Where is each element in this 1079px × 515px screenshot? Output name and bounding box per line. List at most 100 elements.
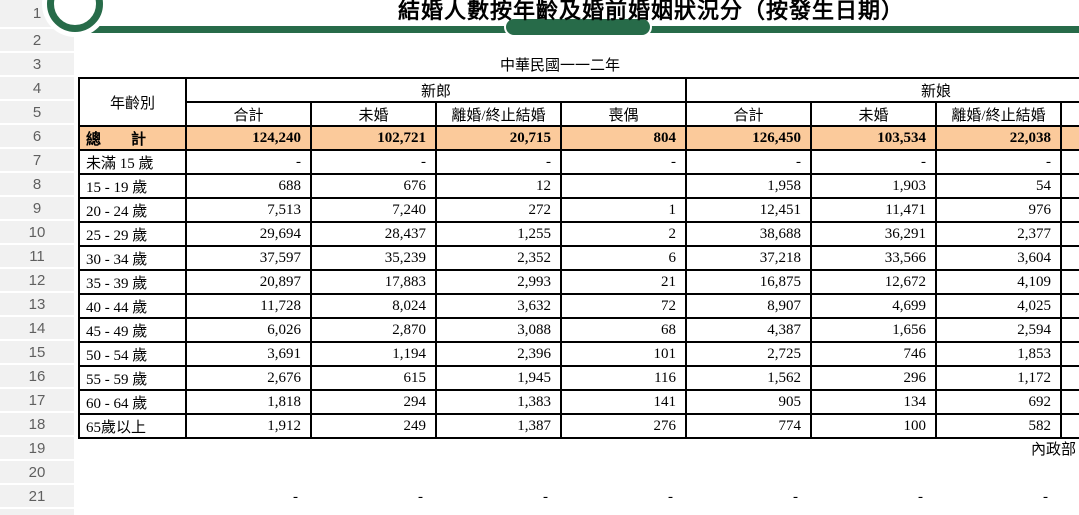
bride-unmarried-header[interactable]: 未婚 xyxy=(810,101,938,127)
value-cell[interactable]: 1,656 xyxy=(810,317,938,343)
value-cell[interactable]: 4,387 xyxy=(685,317,813,343)
value-cell[interactable]: 16,875 xyxy=(685,269,813,295)
value-cell[interactable]: 2,870 xyxy=(310,317,437,343)
row-number[interactable]: 18 xyxy=(0,413,74,437)
value-cell[interactable]: 8,907 xyxy=(685,293,813,319)
age-label-cell[interactable]: 40 - 44 歲 xyxy=(78,293,187,319)
value-cell[interactable]: 2,993 xyxy=(435,269,562,295)
value-cell[interactable]: 3,604 xyxy=(935,245,1063,271)
cutoff-cell[interactable] xyxy=(1060,149,1079,175)
value-cell[interactable]: 37,218 xyxy=(685,245,813,271)
value-cell[interactable]: 100 xyxy=(810,413,938,439)
value-cell[interactable]: 2,352 xyxy=(435,245,562,271)
value-cell[interactable]: 2,396 xyxy=(435,341,562,367)
value-cell[interactable]: 12,672 xyxy=(810,269,938,295)
age-label-cell[interactable]: 60 - 64 歲 xyxy=(78,389,187,415)
value-cell[interactable]: 7,240 xyxy=(310,197,437,223)
value-cell[interactable]: 615 xyxy=(310,365,437,391)
cutoff-cell[interactable] xyxy=(1060,413,1079,439)
value-cell[interactable]: 1,383 xyxy=(435,389,562,415)
row-number[interactable]: 16 xyxy=(0,365,74,389)
value-cell[interactable]: 3,632 xyxy=(435,293,562,319)
age-label-cell[interactable]: 總 計 xyxy=(78,125,187,151)
bride-widowed-header-cutoff[interactable] xyxy=(1060,101,1079,127)
value-cell[interactable]: 21 xyxy=(559,269,688,295)
value-cell[interactable]: 11,728 xyxy=(185,293,312,319)
value-cell[interactable]: 12 xyxy=(435,173,562,199)
value-cell[interactable]: 692 xyxy=(935,389,1063,415)
value-cell[interactable]: - xyxy=(559,149,688,175)
age-label-cell[interactable]: 35 - 39 歲 xyxy=(78,269,187,295)
row-number[interactable]: 7 xyxy=(0,149,74,173)
age-label-cell[interactable]: 45 - 49 歲 xyxy=(78,317,187,343)
value-cell[interactable]: 7,513 xyxy=(185,197,312,223)
row-number[interactable]: 10 xyxy=(0,221,74,245)
value-cell[interactable]: 976 xyxy=(935,197,1063,223)
value-cell[interactable]: - xyxy=(810,149,938,175)
value-cell[interactable]: 102,721 xyxy=(310,125,437,151)
row-number[interactable]: 4 xyxy=(0,77,74,101)
value-cell[interactable] xyxy=(559,173,688,199)
value-cell[interactable]: 124,240 xyxy=(185,125,312,151)
value-cell[interactable]: 28,437 xyxy=(310,221,437,247)
value-cell[interactable]: 68 xyxy=(559,317,688,343)
cutoff-cell[interactable] xyxy=(1060,317,1079,343)
value-cell[interactable]: 116 xyxy=(559,365,688,391)
value-cell[interactable]: - xyxy=(310,149,437,175)
value-cell[interactable]: 2,725 xyxy=(685,341,813,367)
value-cell[interactable]: 905 xyxy=(685,389,813,415)
cutoff-cell[interactable] xyxy=(1060,341,1079,367)
row-number[interactable]: 9 xyxy=(0,197,74,221)
value-cell[interactable]: 12,451 xyxy=(685,197,813,223)
row-number[interactable]: 21 xyxy=(0,485,74,509)
groom-total-header[interactable]: 合計 xyxy=(185,101,312,127)
value-cell[interactable]: 582 xyxy=(935,413,1063,439)
value-cell[interactable]: - xyxy=(435,149,562,175)
value-cell[interactable]: 1,903 xyxy=(810,173,938,199)
groom-widowed-header[interactable]: 喪偶 xyxy=(559,101,688,127)
value-cell[interactable]: - xyxy=(685,149,813,175)
value-cell[interactable]: 6 xyxy=(559,245,688,271)
value-cell[interactable]: 1 xyxy=(559,197,688,223)
value-cell[interactable]: 804 xyxy=(559,125,688,151)
value-cell[interactable]: 1,912 xyxy=(185,413,312,439)
row-number[interactable]: 19 xyxy=(0,437,74,461)
value-cell[interactable]: 296 xyxy=(810,365,938,391)
value-cell[interactable]: 249 xyxy=(310,413,437,439)
value-cell[interactable]: 33,566 xyxy=(810,245,938,271)
age-label-cell[interactable]: 25 - 29 歲 xyxy=(78,221,187,247)
cutoff-cell[interactable] xyxy=(1060,245,1079,271)
value-cell[interactable]: 38,688 xyxy=(685,221,813,247)
age-label-cell[interactable]: 20 - 24 歲 xyxy=(78,197,187,223)
placeholder-dash[interactable]: - xyxy=(1043,489,1048,505)
placeholder-dash[interactable]: - xyxy=(668,489,673,505)
row-number[interactable]: 8 xyxy=(0,173,74,197)
cutoff-cell[interactable] xyxy=(1060,197,1079,223)
value-cell[interactable]: 1,945 xyxy=(435,365,562,391)
value-cell[interactable]: 20,715 xyxy=(435,125,562,151)
value-cell[interactable]: 54 xyxy=(935,173,1063,199)
age-column-header[interactable]: 年齡別 xyxy=(78,77,187,127)
value-cell[interactable]: 676 xyxy=(310,173,437,199)
value-cell[interactable]: 141 xyxy=(559,389,688,415)
value-cell[interactable]: 3,691 xyxy=(185,341,312,367)
value-cell[interactable]: 1,255 xyxy=(435,221,562,247)
value-cell[interactable]: 101 xyxy=(559,341,688,367)
value-cell[interactable]: 6,026 xyxy=(185,317,312,343)
value-cell[interactable]: 1,172 xyxy=(935,365,1063,391)
value-cell[interactable]: 4,699 xyxy=(810,293,938,319)
placeholder-dash[interactable]: - xyxy=(543,489,548,505)
row-number[interactable]: 3 xyxy=(0,53,74,77)
groom-group-header[interactable]: 新郎 xyxy=(184,77,688,103)
groom-unmarried-header[interactable]: 未婚 xyxy=(310,101,437,127)
value-cell[interactable]: 1,194 xyxy=(310,341,437,367)
placeholder-dash[interactable]: - xyxy=(793,489,798,505)
row-number[interactable]: 11 xyxy=(0,245,74,269)
value-cell[interactable]: 29,694 xyxy=(185,221,312,247)
cutoff-cell[interactable] xyxy=(1060,293,1079,319)
value-cell[interactable]: 36,291 xyxy=(810,221,938,247)
value-cell[interactable]: 103,534 xyxy=(810,125,938,151)
age-label-cell[interactable]: 30 - 34 歲 xyxy=(78,245,187,271)
value-cell[interactable]: 17,883 xyxy=(310,269,437,295)
bride-group-header[interactable]: 新娘 xyxy=(685,77,1079,103)
